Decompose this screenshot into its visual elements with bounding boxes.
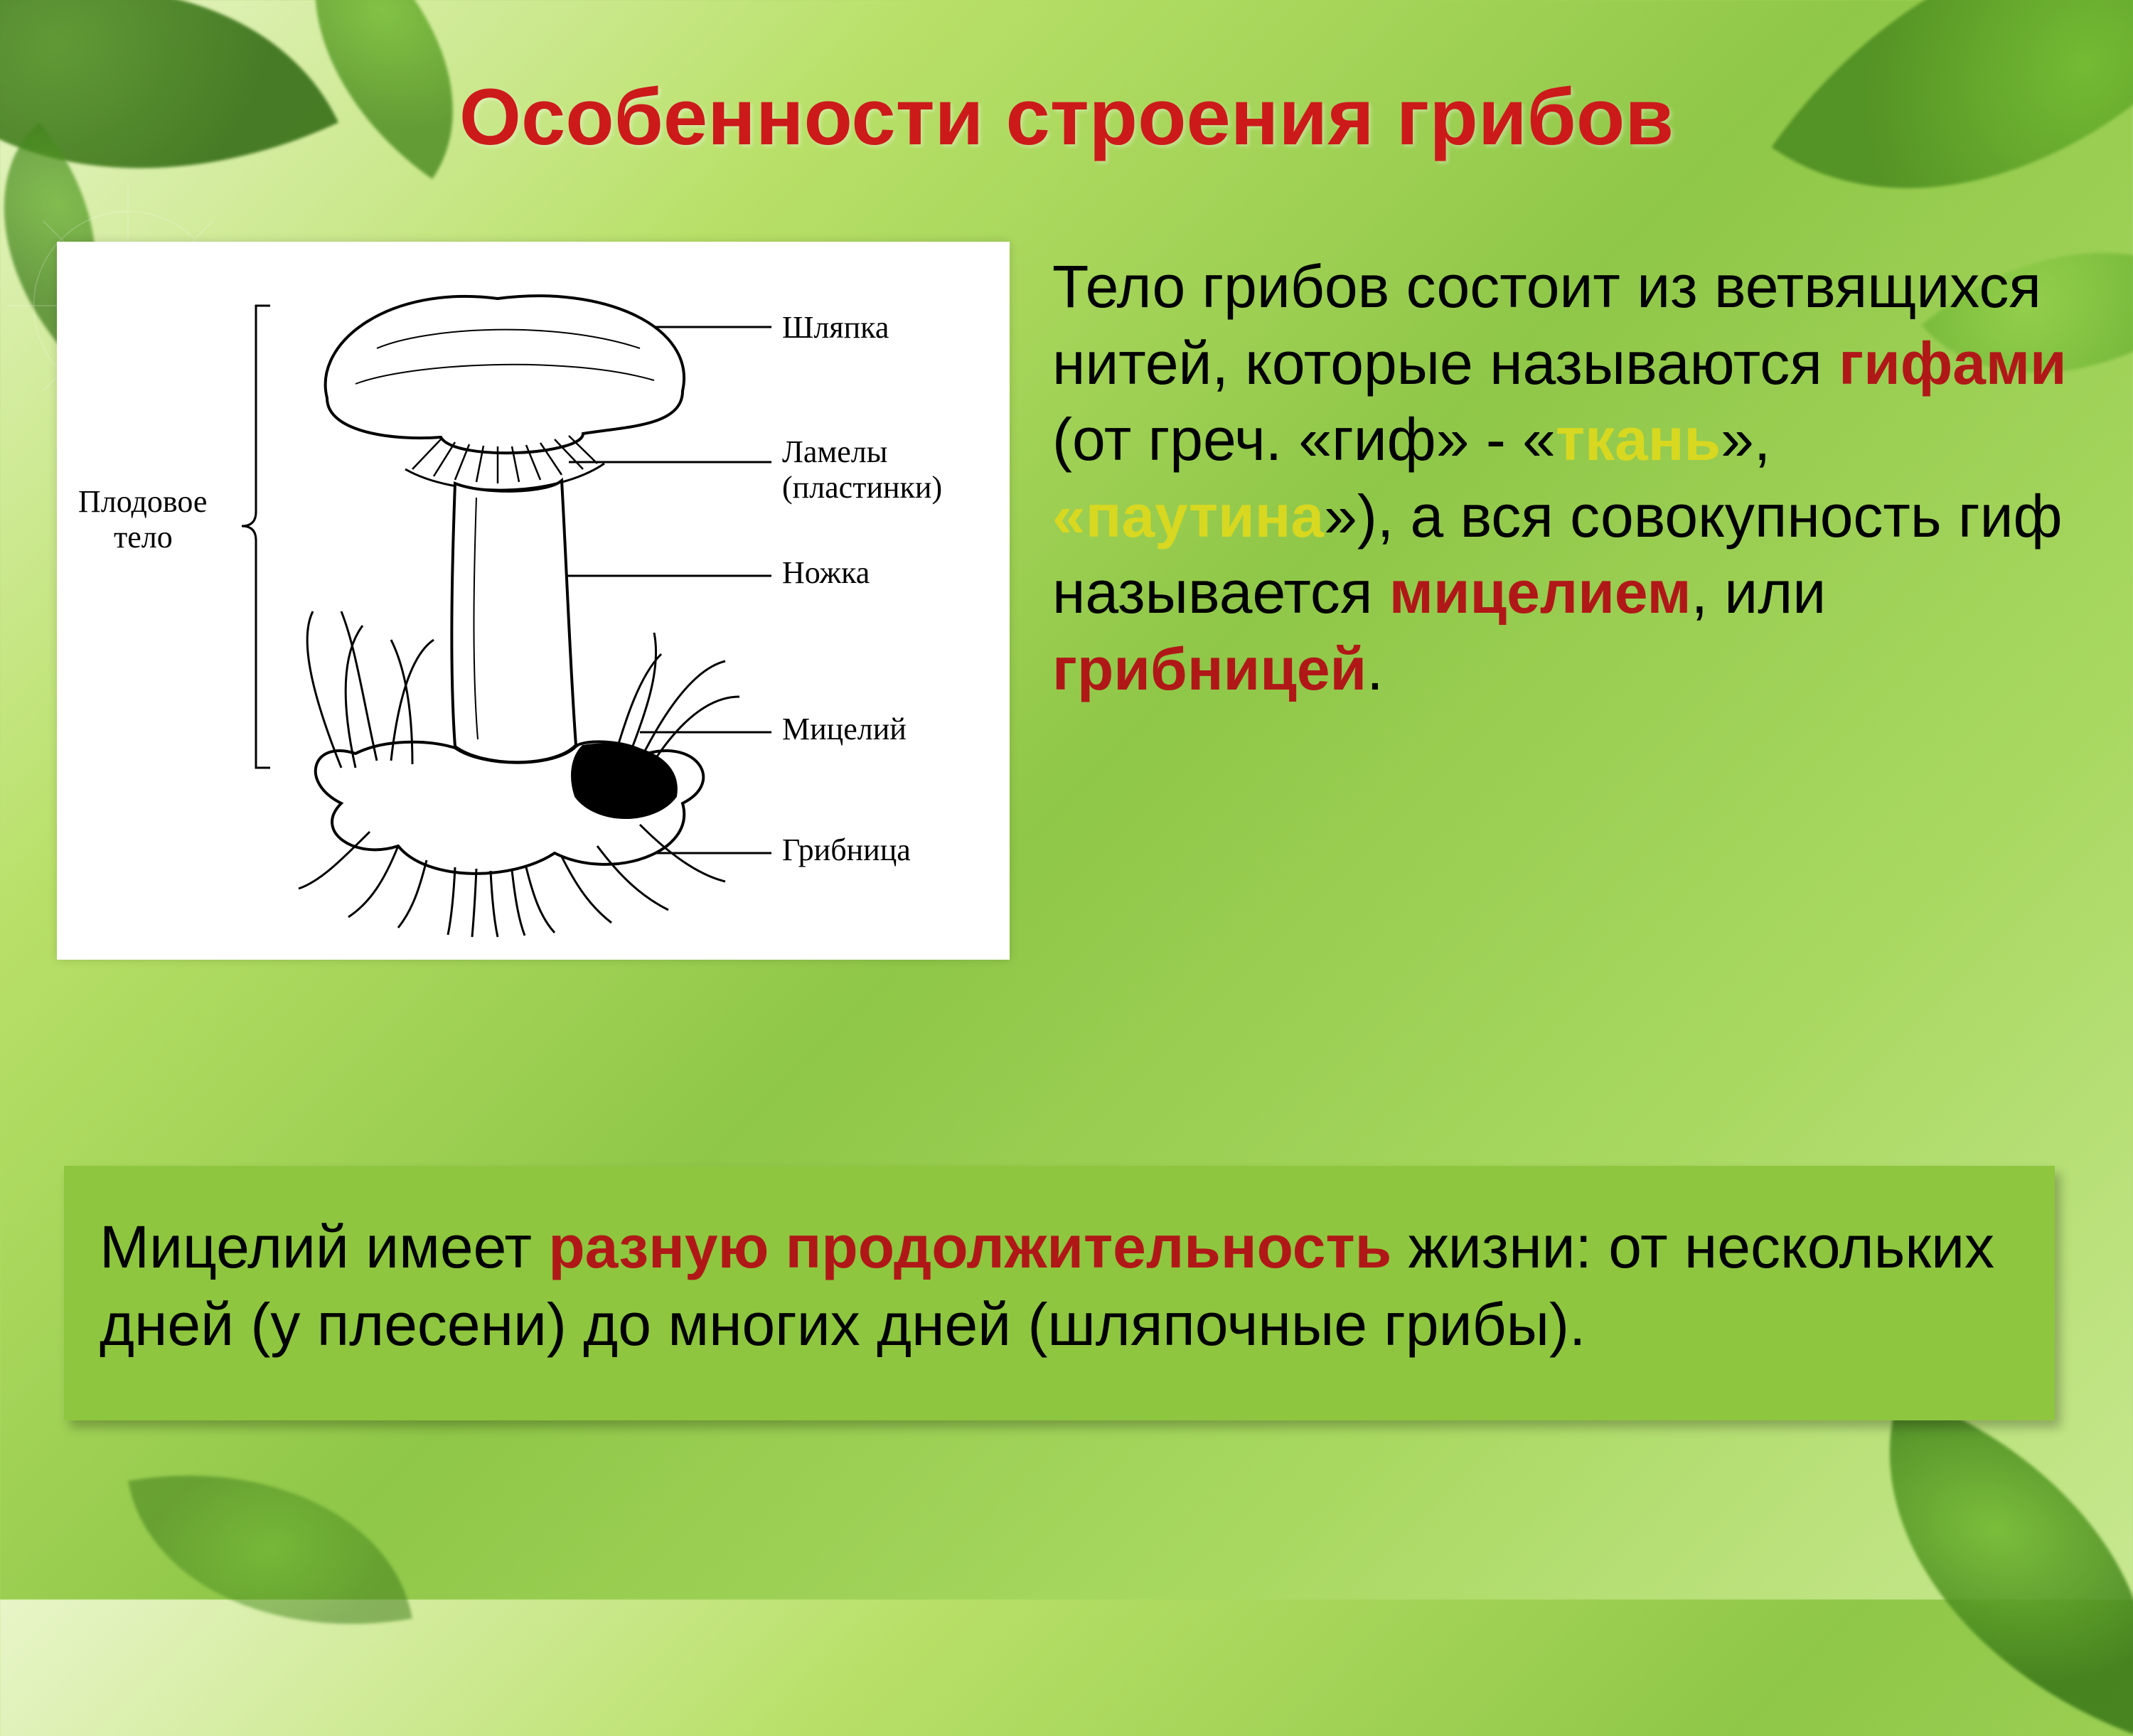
- label-fruitbody-2: тело: [114, 520, 173, 554]
- term-tissue: ткань: [1556, 406, 1721, 473]
- label-stipe: Ножка: [782, 555, 870, 590]
- term-hyphae: гифами: [1839, 330, 2067, 397]
- label-lamellae-1: Ламелы: [782, 434, 887, 469]
- term-mycelium: мицелием: [1389, 559, 1691, 626]
- term-lifespan: разную продолжительность: [548, 1213, 1391, 1280]
- slide-title: Особенности строения грибов: [0, 71, 2133, 163]
- body-paragraph: Тело грибов состоит из ветвящихся нитей,…: [1052, 249, 2069, 707]
- label-mycelium: Мицелий: [782, 712, 907, 746]
- mushroom-diagram: Шляпка Ламелы (пластинки) Ножка Мицелий …: [57, 242, 1010, 960]
- label-lamellae-2: (пластинки): [782, 470, 942, 505]
- label-fruitbody-1: Плодовое: [78, 484, 207, 519]
- label-spawn: Грибница: [782, 832, 911, 867]
- label-cap: Шляпка: [782, 310, 889, 345]
- term-web: «паутина: [1052, 483, 1324, 550]
- term-spawn: грибницей: [1052, 636, 1367, 702]
- callout-box: Мицелий имеет разную продолжительность ж…: [64, 1166, 2055, 1420]
